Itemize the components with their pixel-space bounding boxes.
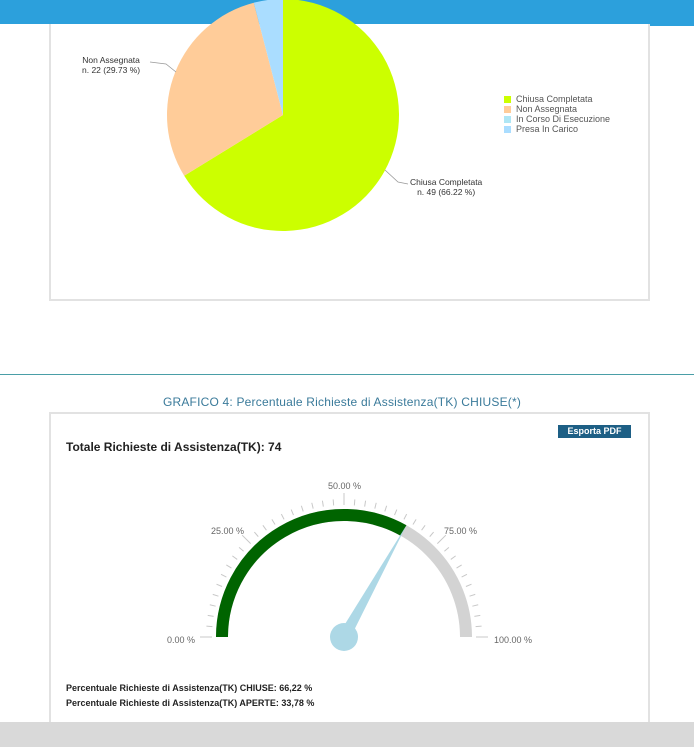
gauge-tick-label-50: 50.00 % bbox=[328, 481, 362, 491]
section-divider bbox=[0, 374, 694, 375]
gauge-minor-tick bbox=[364, 500, 367, 507]
gauge-minor-tick bbox=[461, 573, 468, 578]
gauge-needle-hub bbox=[330, 623, 358, 651]
gauge-minor-tick bbox=[412, 519, 417, 525]
pie-connector-non-assegnata bbox=[149, 61, 177, 73]
gauge-minor-tick bbox=[300, 505, 304, 512]
legend-item-in-corso-di-esecuzione[interactable]: In Corso Di Esecuzione bbox=[504, 114, 610, 124]
gauge-minor-tick bbox=[262, 525, 267, 531]
gauge-minor-tick bbox=[472, 604, 479, 607]
gauge-minor-tick bbox=[450, 555, 456, 560]
closed-percentage-text: Percentuale Richieste di Assistenza(TK) … bbox=[66, 683, 313, 693]
pie-slice-non-assegnata[interactable] bbox=[167, 2, 283, 176]
legend-item-non-assegnata[interactable]: Non Assegnata bbox=[504, 104, 610, 114]
gauge-tick-label-75: 75.00 % bbox=[444, 526, 478, 536]
gauge-minor-tick bbox=[253, 531, 259, 537]
pie-label-value: n. 49 (66.22 %) bbox=[417, 187, 476, 197]
gauge-minor-tick bbox=[444, 546, 450, 552]
gauge-value-arc bbox=[216, 509, 407, 638]
pie-slice-chiusa-completata[interactable] bbox=[184, 0, 399, 231]
gauge-needle bbox=[338, 525, 407, 640]
export-pdf-button[interactable]: Esporta PDF bbox=[558, 425, 631, 438]
gauge-minor-tick bbox=[474, 614, 481, 617]
gauge-track bbox=[216, 509, 472, 638]
legend-label: Presa In Carico bbox=[516, 124, 579, 134]
gauge-minor-tick bbox=[321, 500, 324, 507]
legend-swatch bbox=[504, 95, 511, 103]
legend-label: Non Assegnata bbox=[516, 104, 578, 114]
gauge-minor-tick bbox=[429, 531, 435, 537]
legend-label: Chiusa Completata bbox=[516, 94, 593, 104]
gauge-minor-tick bbox=[226, 564, 232, 569]
gauge-minor-tick bbox=[212, 593, 219, 597]
pie-label-name: Chiusa Completata bbox=[410, 177, 483, 187]
gauge-minor-tick bbox=[403, 513, 408, 520]
legend-swatch bbox=[504, 115, 511, 123]
gauge-minor-tick bbox=[238, 546, 244, 552]
gauge-minor-tick bbox=[280, 513, 285, 520]
open-percentage-text: Percentuale Richieste di Assistenza(TK) … bbox=[66, 698, 315, 708]
gauge-minor-tick bbox=[421, 525, 426, 531]
gauge-minor-tick bbox=[271, 519, 276, 525]
total-requests-label: Totale Richieste di Assistenza(TK): 74 bbox=[66, 440, 282, 454]
gauge-tick-label-100: 100.00 % bbox=[494, 635, 533, 645]
pie-label-non-assegnata: Non Assegnata n. 22 (29.73 %) bbox=[82, 55, 140, 75]
gauge-minor-tick bbox=[394, 509, 398, 516]
gauge-minor-tick bbox=[290, 509, 294, 516]
gauge-minor-tick bbox=[216, 583, 223, 587]
gauge-minor-tick bbox=[232, 555, 238, 560]
gauge-minor-tick bbox=[456, 564, 462, 569]
legend-swatch bbox=[504, 105, 511, 113]
gauge-minor-tick bbox=[311, 502, 314, 509]
gauge-chart-card bbox=[49, 412, 650, 722]
gauge-minor-tick bbox=[374, 502, 377, 509]
gauge-tick-label-0: 0.00 % bbox=[167, 635, 196, 645]
legend-item-presa-in-carico[interactable]: Presa In Carico bbox=[504, 124, 610, 134]
pie-label-chiusa-completata: Chiusa Completata n. 49 (66.22 %) bbox=[410, 177, 482, 197]
pie-label-name: Non Assegnata bbox=[82, 55, 140, 65]
gauge-minor-tick bbox=[209, 604, 216, 607]
pie-connector-chiusa-completata bbox=[384, 169, 409, 185]
legend-label: In Corso Di Esecuzione bbox=[516, 114, 611, 124]
legend-item-chiusa-completata[interactable]: Chiusa Completata bbox=[504, 94, 610, 104]
header-accent bbox=[620, 24, 694, 26]
pie-chart bbox=[149, 0, 409, 231]
gauge-major-tick bbox=[436, 534, 447, 545]
gauge-minor-tick bbox=[384, 505, 388, 512]
section-title: GRAFICO 4: Percentuale Richieste di Assi… bbox=[162, 395, 522, 409]
gauge-tick-label-25: 25.00 % bbox=[211, 526, 245, 536]
gauge-minor-tick bbox=[207, 614, 214, 617]
pie-label-value: n. 22 (29.73 %) bbox=[82, 65, 141, 75]
footer-band bbox=[0, 722, 694, 747]
gauge-minor-tick bbox=[220, 573, 227, 578]
legend-swatch bbox=[504, 125, 511, 133]
gauge-minor-tick bbox=[469, 593, 476, 597]
gauge-minor-tick bbox=[465, 583, 472, 587]
pie-slice-presa-in-carico[interactable] bbox=[253, 0, 283, 115]
gauge-major-tick bbox=[241, 534, 252, 545]
pie-legend: Chiusa Completata Non Assegnata In Corso… bbox=[504, 94, 610, 134]
